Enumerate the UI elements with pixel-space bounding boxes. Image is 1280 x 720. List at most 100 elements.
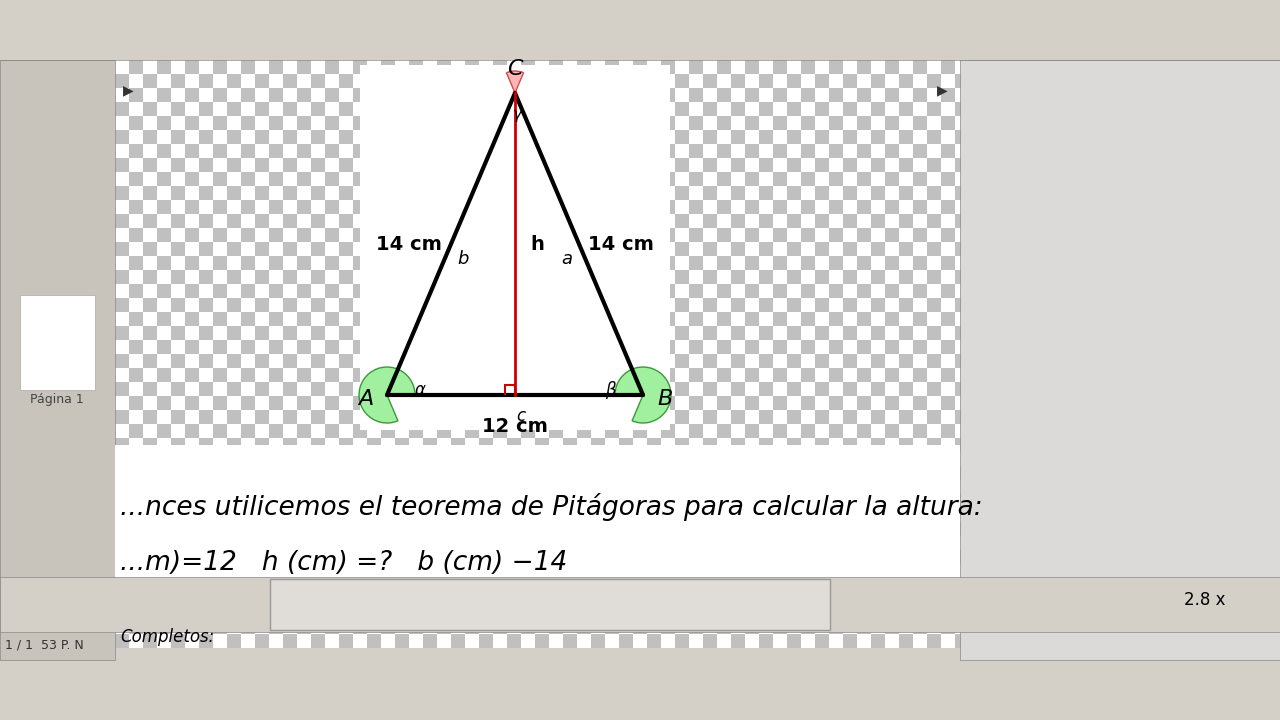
Bar xyxy=(479,242,493,256)
Bar xyxy=(620,564,634,578)
Bar xyxy=(465,578,479,592)
Bar xyxy=(634,116,646,130)
Bar xyxy=(829,592,844,606)
Bar xyxy=(591,592,605,606)
Bar xyxy=(115,606,129,620)
Bar xyxy=(717,88,731,102)
Bar xyxy=(115,368,129,382)
Bar xyxy=(436,522,451,536)
Bar xyxy=(212,424,227,438)
Bar xyxy=(787,494,801,508)
Bar xyxy=(241,256,255,270)
Bar xyxy=(255,578,269,592)
Bar xyxy=(381,228,396,242)
Bar xyxy=(745,186,759,200)
Bar xyxy=(815,228,829,242)
Bar xyxy=(870,60,884,74)
Bar xyxy=(844,102,858,116)
Bar xyxy=(605,578,620,592)
Bar xyxy=(396,228,410,242)
Bar xyxy=(675,144,689,158)
Bar xyxy=(969,438,983,452)
Bar xyxy=(815,256,829,270)
Bar xyxy=(255,60,269,74)
Bar xyxy=(479,494,493,508)
Bar xyxy=(422,186,436,200)
Bar xyxy=(367,228,381,242)
Bar xyxy=(563,452,577,466)
Bar xyxy=(339,424,353,438)
Bar xyxy=(157,564,172,578)
Bar xyxy=(311,368,325,382)
Bar xyxy=(465,592,479,606)
Bar xyxy=(269,242,283,256)
Bar xyxy=(577,116,591,130)
Bar xyxy=(591,200,605,214)
Bar xyxy=(717,144,731,158)
Bar xyxy=(283,410,297,424)
Bar xyxy=(507,522,521,536)
Bar xyxy=(703,88,717,102)
Bar xyxy=(815,298,829,312)
Bar xyxy=(115,536,129,550)
Bar xyxy=(297,144,311,158)
Bar xyxy=(577,494,591,508)
Bar xyxy=(591,284,605,298)
Bar xyxy=(717,242,731,256)
Bar xyxy=(451,74,465,88)
Bar xyxy=(227,88,241,102)
Bar xyxy=(129,200,143,214)
Bar xyxy=(507,340,521,354)
Bar xyxy=(731,144,745,158)
Bar xyxy=(396,284,410,298)
Bar xyxy=(311,186,325,200)
Bar xyxy=(563,326,577,340)
Bar xyxy=(646,438,660,452)
Bar xyxy=(311,200,325,214)
Bar xyxy=(521,214,535,228)
Bar xyxy=(353,634,367,648)
Bar xyxy=(172,396,186,410)
Bar xyxy=(241,102,255,116)
Bar xyxy=(255,634,269,648)
Bar xyxy=(858,424,870,438)
Bar xyxy=(703,606,717,620)
Bar xyxy=(157,130,172,144)
Bar xyxy=(436,186,451,200)
Bar xyxy=(913,200,927,214)
Bar xyxy=(339,298,353,312)
Bar xyxy=(858,214,870,228)
Bar xyxy=(396,396,410,410)
Bar xyxy=(620,214,634,228)
Bar xyxy=(577,298,591,312)
Bar xyxy=(717,214,731,228)
Bar xyxy=(773,284,787,298)
Bar xyxy=(381,102,396,116)
Bar xyxy=(884,494,899,508)
Bar xyxy=(717,438,731,452)
Bar xyxy=(731,74,745,88)
Bar xyxy=(773,144,787,158)
Bar xyxy=(198,354,212,368)
Bar xyxy=(465,326,479,340)
Bar xyxy=(815,214,829,228)
Bar xyxy=(870,480,884,494)
Bar xyxy=(172,130,186,144)
Bar xyxy=(493,130,507,144)
Bar xyxy=(129,466,143,480)
Text: 12 cm: 12 cm xyxy=(483,417,548,436)
Bar xyxy=(815,172,829,186)
Bar xyxy=(311,634,325,648)
Bar xyxy=(311,550,325,564)
Bar xyxy=(325,340,339,354)
Bar xyxy=(759,368,773,382)
Bar xyxy=(927,186,941,200)
Bar xyxy=(521,368,535,382)
Bar xyxy=(186,452,198,466)
Bar xyxy=(605,452,620,466)
Bar xyxy=(660,284,675,298)
Bar xyxy=(660,606,675,620)
Bar xyxy=(563,424,577,438)
Bar xyxy=(227,466,241,480)
Bar xyxy=(451,564,465,578)
